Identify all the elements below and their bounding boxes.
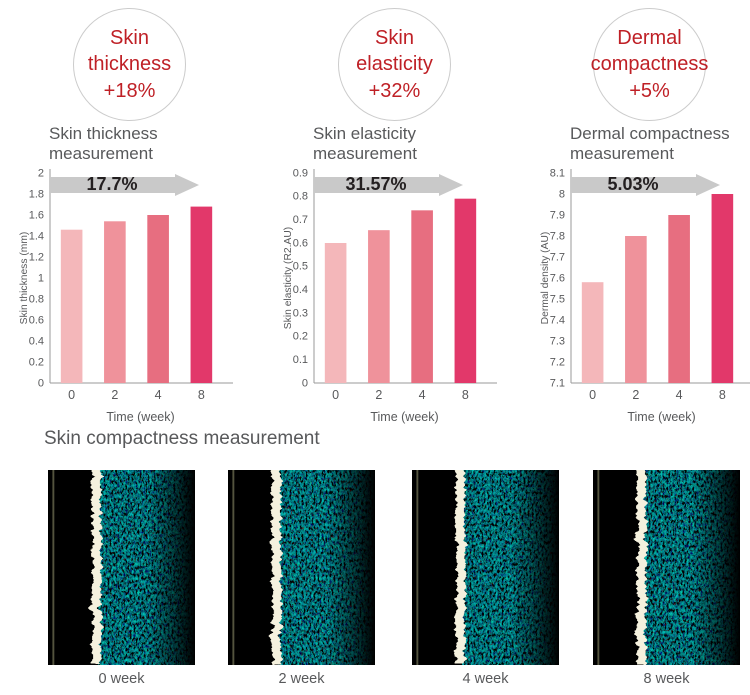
svg-text:2: 2 [375,388,382,402]
svg-text:8: 8 [462,388,469,402]
svg-text:0.2: 0.2 [29,356,44,368]
svg-text:0: 0 [332,388,339,402]
svg-text:0: 0 [302,377,308,389]
svg-text:Time (week): Time (week) [370,410,438,424]
svg-text:7.9: 7.9 [550,209,565,221]
svg-text:7.6: 7.6 [550,272,565,284]
svg-text:Skin thickness (mm): Skin thickness (mm) [19,232,30,325]
svg-text:7.7: 7.7 [550,251,565,263]
svg-text:1: 1 [38,272,44,284]
svg-text:0.7: 0.7 [293,214,308,226]
svg-text:4: 4 [155,388,162,402]
svg-text:0.6: 0.6 [293,237,308,249]
svg-text:31.57%: 31.57% [345,174,406,194]
svg-text:2: 2 [632,388,639,402]
svg-text:7.4: 7.4 [550,314,565,326]
svg-text:0: 0 [68,388,75,402]
svg-text:5.03%: 5.03% [607,174,658,194]
svg-text:7.3: 7.3 [550,335,565,347]
svg-text:0.3: 0.3 [293,307,308,319]
svg-text:0.8: 0.8 [29,293,44,305]
svg-text:0.6: 0.6 [29,314,44,326]
svg-text:7.2: 7.2 [550,356,565,368]
svg-text:2: 2 [111,388,118,402]
svg-text:4: 4 [419,388,426,402]
svg-text:Skin elasticity (R2.AU): Skin elasticity (R2.AU) [283,227,294,329]
svg-text:7.1: 7.1 [550,377,565,389]
svg-text:0.4: 0.4 [293,284,308,296]
svg-text:2: 2 [38,167,44,179]
svg-text:4: 4 [676,388,683,402]
svg-text:0: 0 [589,388,596,402]
svg-text:8: 8 [198,388,205,402]
svg-text:8.1: 8.1 [550,167,565,179]
svg-text:1.6: 1.6 [29,209,44,221]
svg-text:0.5: 0.5 [293,261,308,273]
svg-text:7.8: 7.8 [550,230,565,242]
svg-text:0.4: 0.4 [29,335,44,347]
svg-text:8: 8 [719,388,726,402]
svg-text:Time (week): Time (week) [627,410,695,424]
svg-text:Dermal density (AU): Dermal density (AU) [540,232,551,325]
svg-text:0: 0 [38,377,44,389]
svg-text:1.8: 1.8 [29,188,44,200]
svg-text:0.9: 0.9 [293,167,308,179]
svg-text:0.8: 0.8 [293,191,308,203]
svg-text:Time (week): Time (week) [106,410,174,424]
svg-text:7.5: 7.5 [550,293,565,305]
svg-text:0.1: 0.1 [293,354,308,366]
svg-text:1.4: 1.4 [29,230,44,242]
svg-text:17.7%: 17.7% [86,174,137,194]
svg-text:8: 8 [559,188,565,200]
svg-text:0.2: 0.2 [293,331,308,343]
svg-text:1.2: 1.2 [29,251,44,263]
